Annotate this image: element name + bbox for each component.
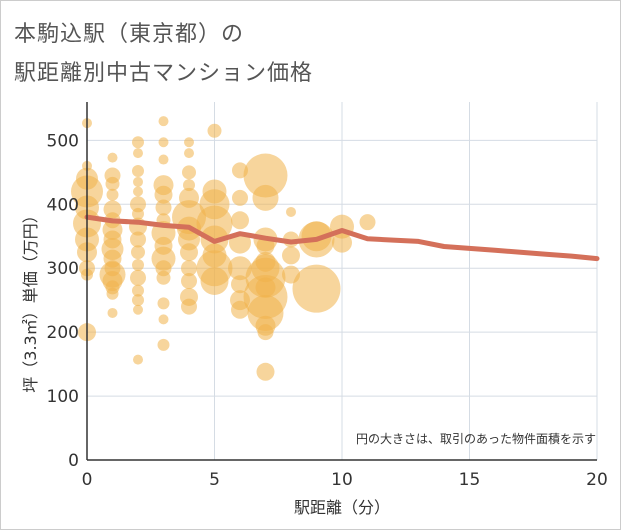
x-tick-label: 10 <box>331 470 353 490</box>
bubble <box>133 176 143 187</box>
bubble <box>183 179 195 192</box>
bubble <box>158 154 169 165</box>
bubble <box>155 199 172 216</box>
x-tick-label: 15 <box>459 470 481 490</box>
bubble <box>181 273 197 289</box>
bubble <box>133 186 143 197</box>
bubble <box>132 207 144 220</box>
bubble <box>282 246 300 265</box>
chart-title-line-2: 駅距離別中古マンション価格 <box>14 61 314 86</box>
bubble <box>106 287 119 300</box>
bubble <box>106 188 119 201</box>
x-tick-label: 20 <box>586 470 608 490</box>
bubble <box>158 314 169 325</box>
bubble <box>157 297 170 310</box>
bubble <box>132 165 144 178</box>
bubble <box>156 270 171 285</box>
x-axis-label: 駅距離（分） <box>294 498 390 517</box>
y-tick-label: 100 <box>47 387 79 407</box>
bubble <box>133 148 143 159</box>
size-note: 円の大きさは、取引のあった物件面積を示す <box>356 431 596 446</box>
bubble <box>292 264 341 313</box>
bubble <box>181 298 197 315</box>
bubble <box>181 260 197 277</box>
y-tick-label: 0 <box>68 451 79 471</box>
bubble <box>178 228 200 251</box>
grid-lines <box>87 102 598 460</box>
bubble <box>157 338 170 351</box>
x-tick-label: 0 <box>82 470 93 490</box>
bubble <box>184 148 194 159</box>
bubble <box>243 153 288 198</box>
bubble <box>130 231 146 248</box>
bubble <box>182 165 196 180</box>
y-axis-label: 坪（3.3㎡）単価（万円） <box>21 207 40 392</box>
bubble <box>257 324 274 341</box>
bubble <box>107 152 118 163</box>
trend-lines <box>84 214 600 262</box>
bubble <box>105 176 120 191</box>
bubble <box>207 123 222 138</box>
bubble <box>132 136 144 149</box>
bubble <box>231 275 249 294</box>
bubble <box>107 307 118 318</box>
bubble <box>252 184 279 211</box>
chart-title-line-1: 本駒込駅（東京都）の <box>14 22 245 47</box>
y-tick-label: 200 <box>47 323 79 343</box>
bubble <box>231 300 249 319</box>
bubble <box>332 232 352 253</box>
bubble <box>132 294 144 307</box>
bubble <box>133 304 143 315</box>
y-tick-label: 300 <box>47 259 79 279</box>
bubble <box>130 269 146 286</box>
bubble <box>286 206 296 217</box>
axes: 0 100 200 300 400 500 0 5 10 15 20 <box>47 102 608 490</box>
y-tick-label: 500 <box>47 131 79 151</box>
bubble <box>184 137 194 148</box>
bubble <box>359 214 376 231</box>
bubble <box>130 196 146 213</box>
bubble <box>154 185 173 204</box>
bubble <box>158 137 169 148</box>
bubble <box>131 245 145 260</box>
x-tick-label: 5 <box>209 470 220 490</box>
bubble <box>231 211 249 230</box>
average-price-line <box>84 214 600 262</box>
bubble <box>200 267 229 295</box>
bubble <box>256 362 275 381</box>
y-tick-label: 400 <box>47 195 79 215</box>
bubble <box>132 284 144 297</box>
bubble <box>132 259 144 272</box>
bubble <box>232 189 248 206</box>
bubble <box>158 116 169 127</box>
bubble <box>133 354 143 365</box>
bubble <box>180 243 198 262</box>
